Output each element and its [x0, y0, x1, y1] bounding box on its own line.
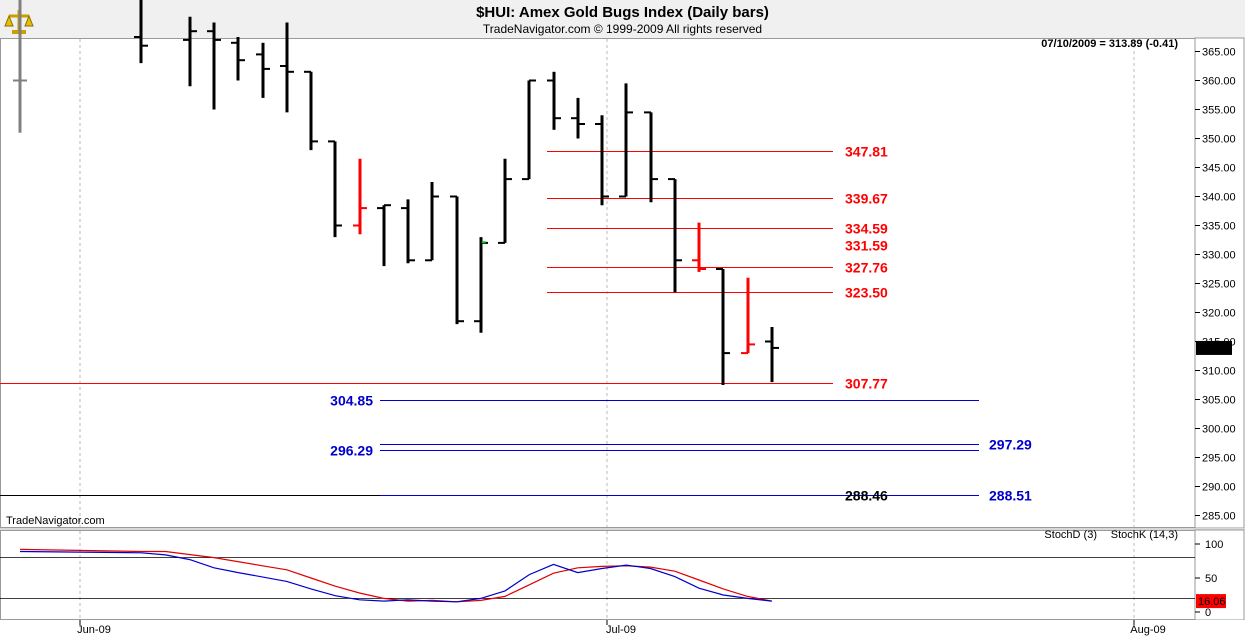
y-tick-label: 290.00 — [1202, 482, 1236, 494]
level-label: 334.59 — [845, 221, 888, 237]
ohlc-bar — [595, 115, 609, 206]
ohlc-bar — [619, 83, 633, 198]
stochastic-panel — [0, 530, 1196, 620]
level-label: 323.50 — [845, 285, 888, 301]
ohlc-bar — [644, 111, 658, 203]
x-tick-label: Jun-09 — [77, 624, 111, 636]
level-label: 288.51 — [989, 488, 1032, 504]
y-tick-label: 350.00 — [1202, 134, 1236, 146]
ohlc-bar — [256, 42, 270, 98]
ohlc-bar — [304, 70, 318, 151]
ohlc-bar — [353, 158, 367, 235]
y-tick-label: 355.00 — [1202, 105, 1236, 117]
watermark: TradeNavigator.com — [6, 515, 105, 527]
stoch-series-line — [19, 548, 772, 603]
panel-divider — [0, 528, 1245, 530]
y-tick-label: 320.00 — [1202, 308, 1236, 320]
stoch-value-box — [1196, 594, 1226, 609]
y-tick-label: 335.00 — [1202, 221, 1236, 233]
x-tick-label: Aug-09 — [1130, 624, 1165, 636]
ohlc-bar — [692, 222, 706, 272]
ohlc-bar — [377, 204, 391, 267]
stoch-series-line — [19, 550, 772, 603]
ohlc-bar — [134, 0, 148, 64]
y-tick-label: 345.00 — [1202, 163, 1236, 175]
ohlc-bar — [401, 199, 415, 264]
ohlc-bar — [741, 277, 755, 355]
level-label: 288.46 — [845, 488, 888, 504]
ohlc-bar — [716, 268, 730, 385]
y-tick-label: 295.00 — [1202, 453, 1236, 465]
level-label: 307.77 — [845, 376, 888, 392]
ohlc-bar — [183, 16, 197, 87]
stoch-legend-entry: StochK (14,3) — [1111, 529, 1178, 541]
ohlc-bar — [207, 22, 221, 110]
level-label: 296.29 — [330, 443, 373, 459]
y-tick-label: 305.00 — [1202, 395, 1236, 407]
stoch-tick-label: 0 — [1205, 607, 1211, 619]
level-label: 327.76 — [845, 260, 888, 276]
chart-title: $HUI: Amex Gold Bugs Index (Daily bars) — [476, 4, 769, 21]
x-tick-label: Jul-09 — [606, 624, 636, 636]
last-value-label: 313.89 — [1198, 343, 1232, 355]
y-tick-label: 365.00 — [1202, 47, 1236, 59]
stoch-value-label: 16.06 — [1198, 596, 1226, 608]
y-tick-label: 360.00 — [1202, 76, 1236, 88]
ohlc-bar — [571, 97, 585, 139]
y-tick-label: 340.00 — [1202, 192, 1236, 204]
date-axis-band — [0, 620, 1245, 640]
y-tick-label: 325.00 — [1202, 279, 1236, 291]
level-label: 331.59 — [845, 238, 888, 254]
ohlc-bar — [425, 182, 439, 262]
price-axis-panel — [1194, 37, 1245, 529]
ohlc-bar — [450, 195, 464, 325]
level-label: 297.29 — [989, 437, 1032, 453]
stoch-tick-label: 100 — [1205, 539, 1223, 551]
ohlc-bar — [765, 327, 779, 383]
level-label: 347.81 — [845, 144, 888, 160]
ohlc-bar — [231, 37, 245, 81]
price-panel — [0, 38, 1196, 528]
stoch-tick-label: 50 — [1205, 573, 1217, 585]
stoch-legend-entry: StochD (3) — [1044, 529, 1097, 541]
ohlc-bar — [522, 79, 536, 181]
level-label: 339.67 — [845, 191, 888, 207]
y-tick-label: 300.00 — [1202, 424, 1236, 436]
y-tick-label: 310.00 — [1202, 366, 1236, 378]
last-quote: 07/10/2009 = 313.89 (-0.41) — [1041, 38, 1178, 50]
ohlc-bar — [668, 178, 682, 293]
y-tick-label: 330.00 — [1202, 250, 1236, 262]
y-tick-label: 285.00 — [1202, 511, 1236, 523]
last-value-box — [1196, 340, 1232, 355]
ohlc-bar — [547, 71, 561, 130]
chart-subtitle: TradeNavigator.com © 1999-2009 All right… — [482, 22, 763, 36]
ohlc-bar — [328, 140, 342, 238]
ohlc-bar — [13, 0, 27, 133]
ohlc-bar — [280, 22, 294, 113]
ohlc-bar — [498, 158, 512, 244]
level-label: 304.85 — [330, 393, 373, 409]
